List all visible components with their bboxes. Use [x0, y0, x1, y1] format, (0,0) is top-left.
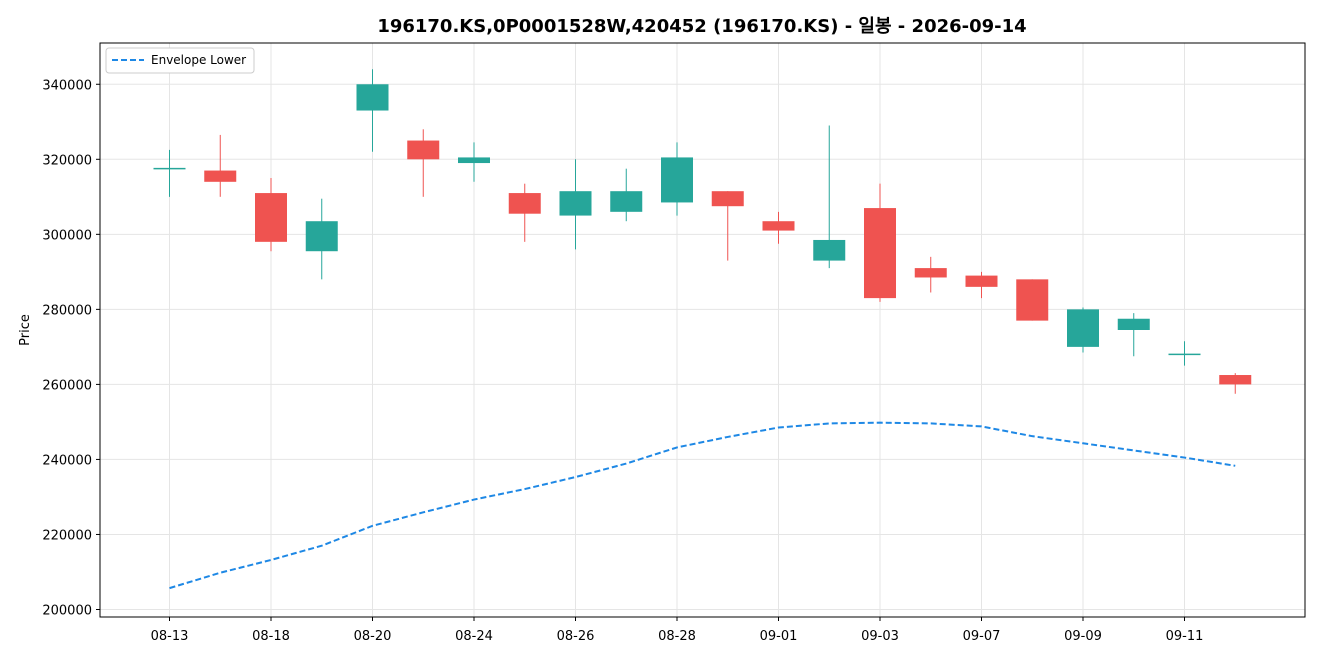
candle-body [559, 191, 592, 216]
x-tick-label: 08-24 [455, 629, 493, 644]
candle-body [762, 221, 795, 231]
candle-body [610, 191, 643, 212]
candle-body [1219, 375, 1252, 385]
plot-frame [99, 42, 1306, 618]
x-tick-label: 09-09 [1064, 629, 1102, 644]
legend: Envelope Lower [105, 47, 255, 74]
y-tick-label: 240000 [42, 453, 92, 468]
candle-body [1067, 309, 1099, 347]
candle-body [305, 221, 338, 252]
x-axis-ticks: 08-13 08-18 08-20 08-24 08-26 08-28 09-01 09-03… [151, 617, 1204, 644]
legend-label-envelope-lower: Envelope Lower [151, 53, 246, 67]
legend-box [105, 47, 255, 74]
x-tick-label: 08-26 [557, 629, 595, 644]
y-tick-label: 300000 [42, 228, 92, 243]
grid-layer [100, 43, 1305, 617]
candle-body [965, 275, 998, 287]
x-tick-label: 09-11 [1166, 629, 1204, 644]
candle-body [661, 157, 693, 203]
candle-body [711, 191, 744, 207]
series-line-envelope-lower [169, 421, 1236, 590]
candle-body [1117, 318, 1150, 330]
y-axis-ticks: 200000 220000 240000 260000 280000 300000 3200… [42, 78, 100, 618]
y-axis-title: Price [18, 314, 33, 346]
candles [153, 69, 1252, 394]
chart-title: 196170.KS,0P0001528W,420452 (196170.KS) … [377, 16, 1026, 37]
candle-body [255, 193, 287, 242]
candle-body [356, 84, 389, 111]
x-tick-label: 08-18 [252, 629, 290, 644]
x-tick-label: 08-20 [354, 629, 392, 644]
envelope-lower-series [169, 421, 1236, 590]
x-tick-label: 09-07 [963, 629, 1001, 644]
candle-body [813, 239, 846, 261]
candle-body [864, 208, 896, 299]
candle-body [204, 170, 237, 182]
x-tick-label: 08-13 [151, 629, 189, 644]
candle-body [458, 157, 490, 164]
y-tick-label: 260000 [42, 378, 92, 393]
candle-body [1016, 279, 1049, 321]
candle-body [407, 140, 440, 160]
y-tick-label: 280000 [42, 303, 92, 318]
x-tick-label: 09-01 [760, 629, 798, 644]
y-tick-label: 320000 [42, 153, 92, 168]
candle-body [914, 268, 947, 278]
y-tick-label: 340000 [42, 78, 92, 93]
x-tick-label: 08-28 [658, 629, 696, 644]
y-tick-label: 200000 [42, 603, 92, 618]
x-tick-label: 09-03 [861, 629, 899, 644]
y-tick-label: 220000 [42, 528, 92, 543]
candle-body [508, 193, 541, 214]
